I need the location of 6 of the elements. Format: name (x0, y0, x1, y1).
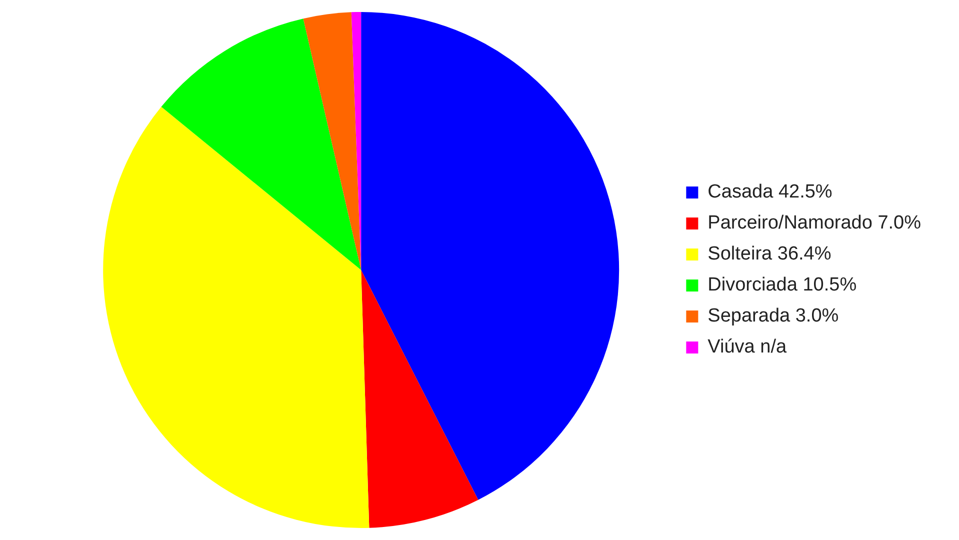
legend-label: Divorciada 10.5% (708, 274, 857, 296)
legend-label: Parceiro/Namorado 7.0% (708, 212, 922, 234)
legend-label: Separada 3.0% (708, 306, 839, 327)
legend-label: Viúva n/a (708, 336, 787, 358)
legend-label: Casada 42.5% (708, 182, 832, 203)
legend-label: Solteira 36.4% (708, 244, 832, 265)
